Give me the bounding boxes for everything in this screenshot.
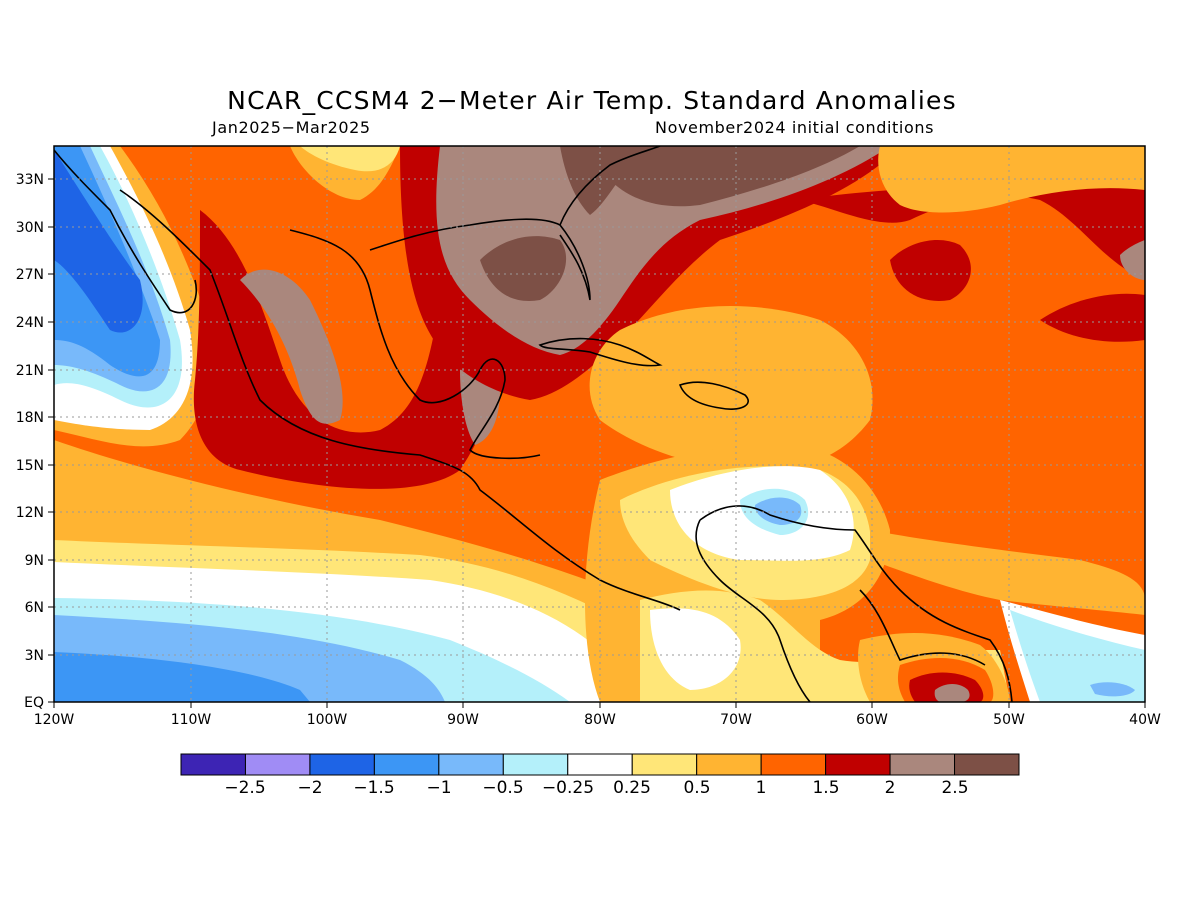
lon-label: 100W bbox=[307, 712, 348, 728]
colorbar-swatch bbox=[244, 753, 311, 776]
colorbar bbox=[180, 753, 1020, 776]
colorbar-swatch bbox=[825, 753, 891, 776]
anomaly-pos-very-mexico bbox=[240, 269, 343, 424]
coast-baja bbox=[54, 149, 197, 314]
coast-southamerica bbox=[699, 505, 1013, 702]
island-cuba bbox=[538, 337, 663, 367]
colorbar-label: 2 bbox=[885, 778, 896, 798]
colorbar-swatch bbox=[567, 753, 633, 776]
lon-label: 50W bbox=[993, 712, 1025, 728]
lon-label: 60W bbox=[856, 712, 888, 728]
anomaly-pos-light-atlantic-n bbox=[878, 146, 1145, 213]
colorbar-labels: −2.5 −2 −1.5 −1 −0.5 −0.25 0.25 0.5 1 1.… bbox=[224, 778, 968, 798]
lat-label: 9N bbox=[25, 553, 44, 569]
anomaly-pos-strong-atlantic-n bbox=[800, 178, 1145, 280]
colorbar-label: 1.5 bbox=[812, 778, 839, 798]
anomaly-pos-strong-atlantic-c bbox=[890, 240, 971, 301]
anomaly-neg-faint-atlantic-se bbox=[1010, 610, 1145, 702]
anomaly-pos-very-guianas bbox=[934, 684, 970, 702]
lat-label: 27N bbox=[16, 267, 44, 283]
colorbar-label: −2 bbox=[297, 778, 322, 798]
anomaly-pos-strong-atlantic-e bbox=[1040, 293, 1145, 342]
colorbar-swatch bbox=[373, 753, 440, 776]
lat-label: EQ bbox=[24, 695, 44, 711]
colorbar-label: 0.5 bbox=[683, 778, 710, 798]
lat-label: 21N bbox=[16, 363, 44, 379]
axis-ticks bbox=[48, 178, 1146, 708]
colorbar-swatch bbox=[309, 753, 375, 776]
anomaly-pos-strong-mexico bbox=[193, 146, 530, 489]
lat-label: 15N bbox=[16, 458, 44, 474]
anomaly-pos-extreme-gulf bbox=[480, 236, 567, 301]
lat-labels: EQ 3N 6N 9N 12N 15N 18N 21N 24N 27N 30N … bbox=[16, 172, 44, 711]
coast-gulf-mexico bbox=[289, 229, 541, 460]
anomaly-neg-mid-pacific bbox=[54, 652, 310, 702]
border-colombia-venezuela bbox=[695, 519, 811, 702]
lat-label: 30N bbox=[16, 220, 44, 236]
lat-label: 33N bbox=[16, 172, 44, 188]
colorbar-label: 0.25 bbox=[613, 778, 651, 798]
chart-title: NCAR_CCSM4 2−Meter Air Temp. Standard An… bbox=[227, 86, 957, 115]
colorbar-swatch bbox=[180, 753, 246, 776]
forecast-period: Jan2025−Mar2025 bbox=[212, 118, 371, 137]
lon-labels: 120W 110W 100W 90W 80W 70W 60W 50W 40W bbox=[34, 712, 1161, 728]
colorbar-swatch bbox=[760, 753, 827, 776]
initial-conditions: November2024 initial conditions bbox=[655, 118, 935, 137]
lat-label: 24N bbox=[16, 315, 44, 331]
coast-pacific-mainland bbox=[119, 189, 681, 611]
gridlines bbox=[54, 146, 1145, 702]
coast-us-atlantic bbox=[559, 146, 661, 226]
lon-label: 40W bbox=[1129, 712, 1161, 728]
colorbar-label: 2.5 bbox=[941, 778, 968, 798]
colorbar-swatch bbox=[438, 753, 504, 776]
lon-label: 90W bbox=[447, 712, 479, 728]
lat-label: 18N bbox=[16, 410, 44, 426]
anomaly-neutral-colombia bbox=[650, 608, 741, 690]
anomaly-pos-light-caribbean-n bbox=[589, 306, 873, 470]
colorbar-swatch bbox=[631, 753, 698, 776]
colorbar-swatch bbox=[889, 753, 956, 776]
anomaly-neg-light-atlantic-se bbox=[1090, 682, 1135, 697]
colorbar-swatch bbox=[696, 753, 762, 776]
lon-label: 80W bbox=[584, 712, 616, 728]
coastlines bbox=[54, 146, 1013, 702]
anomaly-pos-light-atlantic-s bbox=[870, 530, 1145, 615]
colorbar-label: −2.5 bbox=[224, 778, 265, 798]
colorbar-swatch bbox=[502, 753, 569, 776]
colorbar-label: −1 bbox=[426, 778, 451, 798]
anomaly-pos-faint-north bbox=[300, 146, 400, 172]
anomaly-neg-light-caribbean bbox=[755, 497, 802, 525]
anomaly-neg-strong-baja bbox=[54, 150, 143, 333]
colorbar-label: −1.5 bbox=[353, 778, 394, 798]
anomaly-pos-very-gulf bbox=[436, 146, 890, 355]
lat-label: 3N bbox=[25, 648, 44, 664]
lon-label: 110W bbox=[171, 712, 212, 728]
lat-label: 12N bbox=[16, 505, 44, 521]
colorbar-label: 1 bbox=[756, 778, 767, 798]
colorbar-label: −0.5 bbox=[482, 778, 523, 798]
anomaly-pos-very-atlantic-e bbox=[1120, 240, 1145, 280]
lon-label: 120W bbox=[34, 712, 75, 728]
anomaly-pos-extreme-atlantic bbox=[600, 146, 860, 207]
colorbar-label: −0.25 bbox=[542, 778, 594, 798]
anomaly-field bbox=[54, 146, 1145, 702]
lat-label: 6N bbox=[25, 600, 44, 616]
colorbar-swatch bbox=[954, 753, 1020, 776]
island-hispaniola bbox=[678, 381, 749, 410]
lon-label: 70W bbox=[720, 712, 752, 728]
